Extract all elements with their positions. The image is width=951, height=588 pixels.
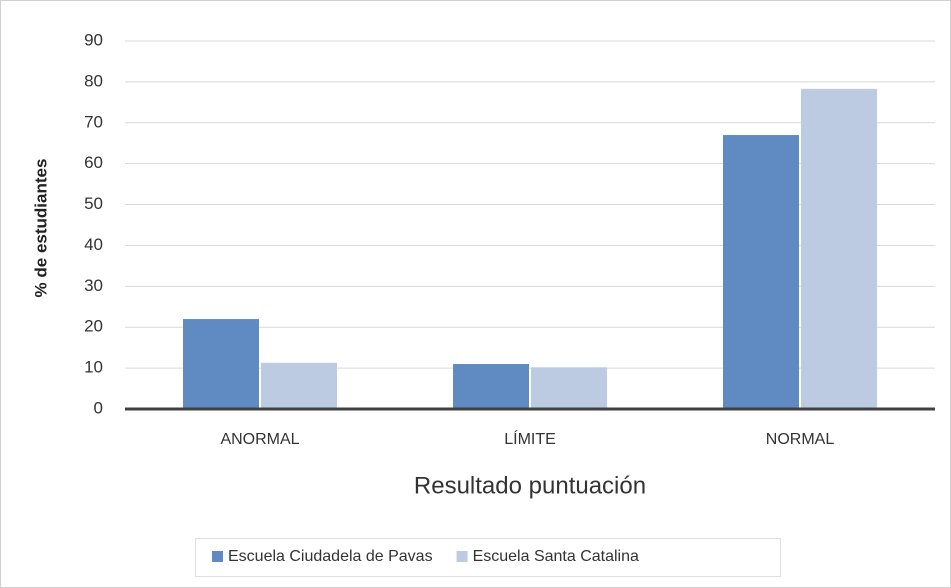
x-tick-label: LÍMITE [504,429,556,448]
y-tick-label: 90 [84,30,103,49]
bar [453,364,529,409]
x-axis-title: Resultado puntuación [414,472,646,499]
y-tick-label: 10 [84,358,103,377]
legend-swatch [456,551,468,562]
x-tick-label: ANORMAL [220,431,299,448]
bar [531,367,607,409]
y-tick-label: 60 [84,153,103,172]
y-tick-label: 70 [84,112,103,131]
y-tick-label: 30 [84,276,103,295]
y-tick-label: 0 [94,398,103,417]
legend-box [195,538,781,577]
legend-label: Escuela Santa Catalina [473,548,639,565]
x-tick-label: NORMAL [766,431,835,448]
y-tick-label: 40 [84,235,103,254]
bar [183,319,259,409]
bar [801,88,877,409]
bar [723,135,799,410]
legend-label: Escuela Ciudadela de Pavas [228,548,433,565]
bar [261,362,337,409]
y-tick-label: 50 [84,194,103,213]
legend-swatch [212,551,223,562]
y-tick-label: 80 [84,71,103,90]
y-tick-label: 20 [84,317,103,336]
y-axis-title: % de estudiantes [31,159,50,298]
